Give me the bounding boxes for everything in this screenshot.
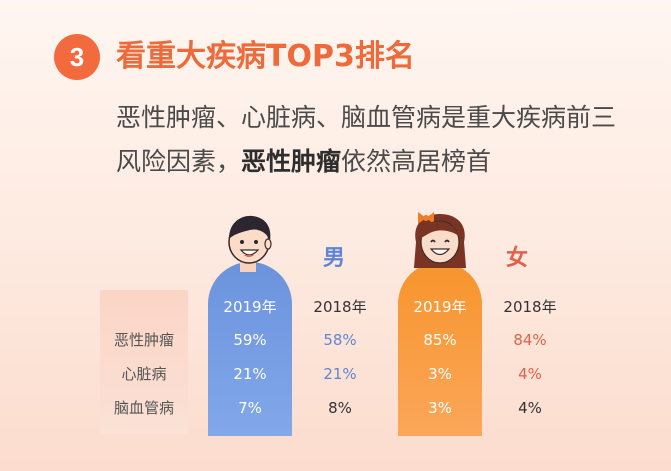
female-2018-value: 4% [518,365,542,383]
female-label: 女 [506,246,529,271]
female-2019-value: 3% [428,399,452,417]
male-2019-header: 2019年 [223,298,277,316]
male-2018-value: 58% [323,331,357,349]
subtitle-line-1: 恶性肿瘤、心脏病、脑血管病是重大疾病前三 [116,103,617,132]
male-2019-value: 59% [233,331,267,349]
male-2018-header: 2018年 [313,298,367,316]
male-2019-value: 21% [233,365,267,383]
disease-label: 恶性肿瘤 [113,331,174,349]
subtitle: 恶性肿瘤、心脏病、脑血管病是重大疾病前三 风险因素，恶性肿瘤依然高居榜首 [116,96,656,184]
female-2019-value: 85% [423,331,457,349]
male-2018-value: 8% [328,399,352,417]
male-label: 男 [323,246,346,271]
male-avatar-icon [228,215,272,272]
subtitle-line-2: 风险因素，恶性肿瘤依然高居榜首 [116,140,656,184]
female-avatar-icon [414,212,466,268]
female-2018-value: 84% [513,331,547,349]
male-2018-value: 21% [323,365,357,383]
female-2018-value: 4% [518,399,542,417]
female-2019-value: 3% [428,365,452,383]
male-column-highlight [208,262,292,436]
disease-label: 心脏病 [121,365,167,383]
male-2019-value: 7% [238,399,262,417]
disease-label: 脑血管病 [113,399,174,417]
subtitle-suffix: 依然高居榜首 [341,147,492,176]
subtitle-prefix: 风险因素， [116,147,242,176]
subtitle-highlight: 恶性肿瘤 [241,147,342,176]
female-2019-header: 2019年 [413,298,467,316]
section-title: 看重大疾病TOP3排名 [116,39,415,74]
female-column-highlight [398,262,482,436]
disease-label-background [100,290,188,434]
section-number-badge: 3 [54,34,100,80]
female-2018-header: 2018年 [503,298,557,316]
